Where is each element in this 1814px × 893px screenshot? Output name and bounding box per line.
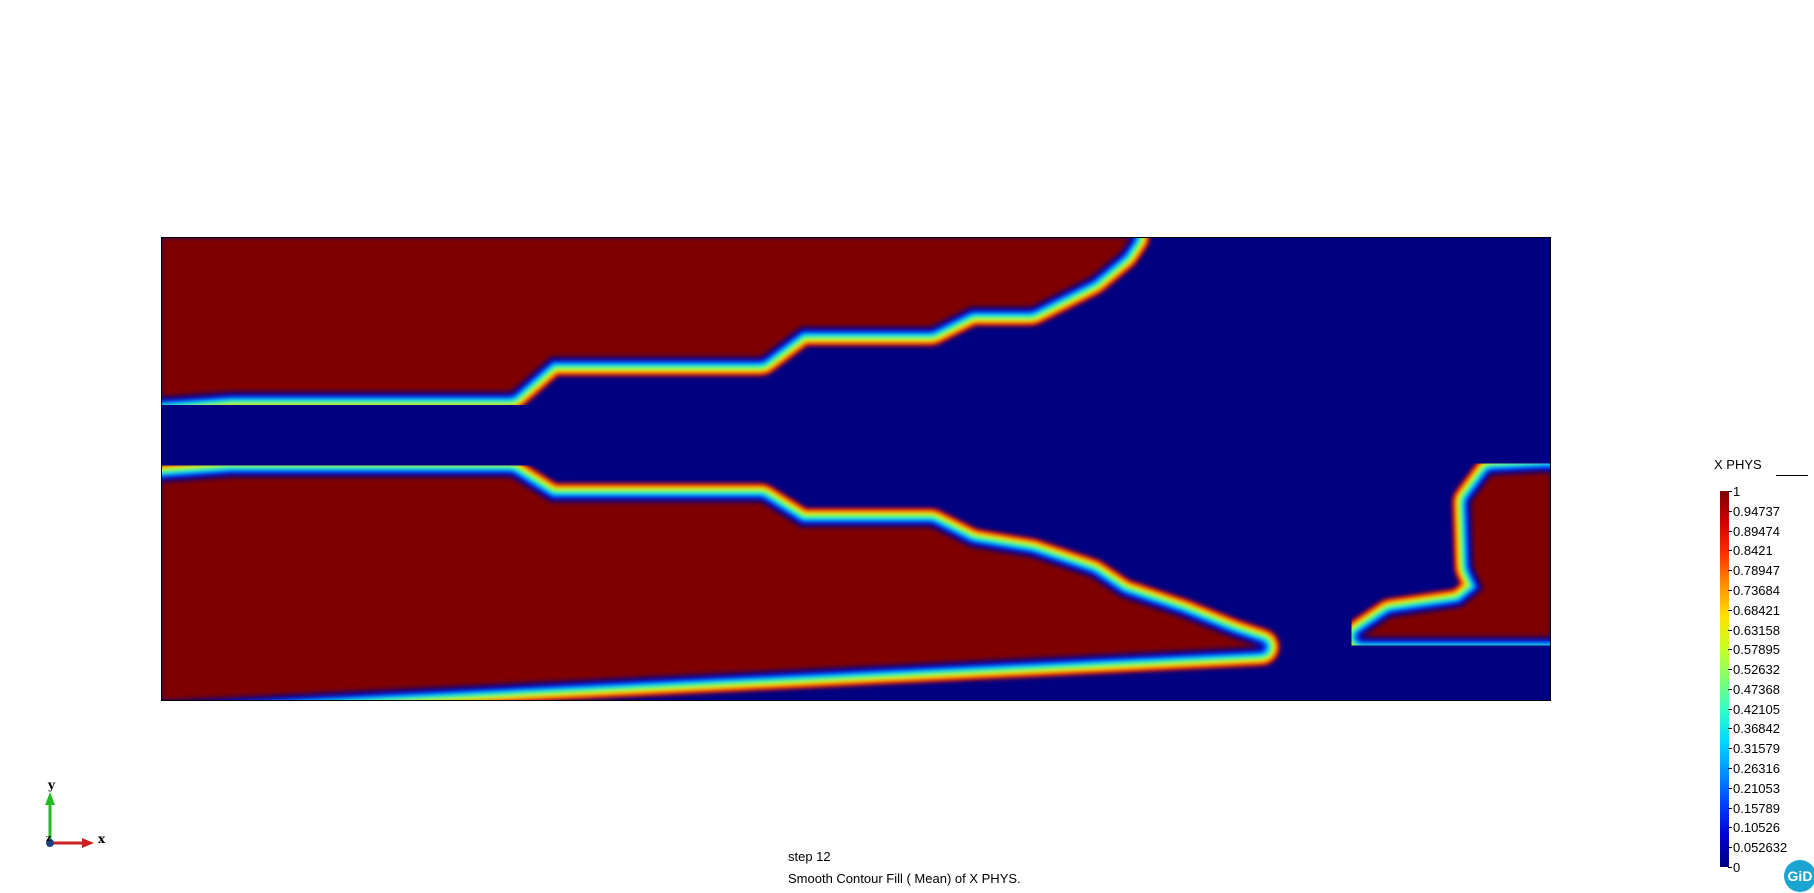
legend-tick-label: 0.94737	[1728, 503, 1780, 519]
x-axis-label: x	[98, 832, 106, 846]
result-description: Smooth Contour Fill ( Mean) of X PHYS.	[788, 871, 1021, 886]
legend-tick-label: 0.89474	[1728, 523, 1780, 539]
legend-underline	[1776, 475, 1808, 476]
legend-title: X PHYS	[1714, 457, 1762, 472]
legend-tick-label: 0.8421	[1728, 543, 1773, 559]
gid-logo: GiD	[1784, 860, 1814, 892]
legend-tick-label: 0.42105	[1728, 701, 1780, 717]
legend-tick-label: 0.68421	[1728, 602, 1780, 618]
legend-tick-label: 0.36842	[1728, 721, 1780, 737]
contour-plot[interactable]	[161, 237, 1551, 701]
axes-triad: y x z	[38, 778, 105, 855]
legend-tick-label: 0.21053	[1728, 780, 1780, 796]
y-axis-label: y	[48, 778, 55, 792]
lower-solid-region	[161, 477, 1261, 701]
legend-tick-label: 0.73684	[1728, 582, 1780, 598]
upper-solid-region	[161, 237, 1131, 397]
legend-tick-label: 0.47368	[1728, 681, 1780, 697]
step-label: step 12	[788, 849, 831, 864]
domain-border	[161, 237, 1551, 701]
legend-tick-label: 0.57895	[1728, 642, 1780, 658]
legend-tick-label: 0.63158	[1728, 622, 1780, 638]
right-solid-region	[1361, 472, 1551, 637]
legend-tick-label: 0.15789	[1728, 800, 1780, 816]
z-axis-label: z	[46, 834, 52, 844]
legend-tick-label: 0.10526	[1728, 820, 1780, 836]
legend-color-bar	[1720, 491, 1729, 867]
legend-tick-label: 0.26316	[1728, 761, 1780, 777]
legend-tick-label: 0.52632	[1728, 662, 1780, 678]
legend-tick-label: 1	[1727, 484, 1741, 499]
legend-tick-label: 0.78947	[1728, 563, 1780, 579]
legend-tick-label: 0.052632	[1727, 840, 1788, 856]
legend-tick-label: 0	[1727, 860, 1741, 875]
legend-tick-label: 0.31579	[1728, 741, 1780, 757]
